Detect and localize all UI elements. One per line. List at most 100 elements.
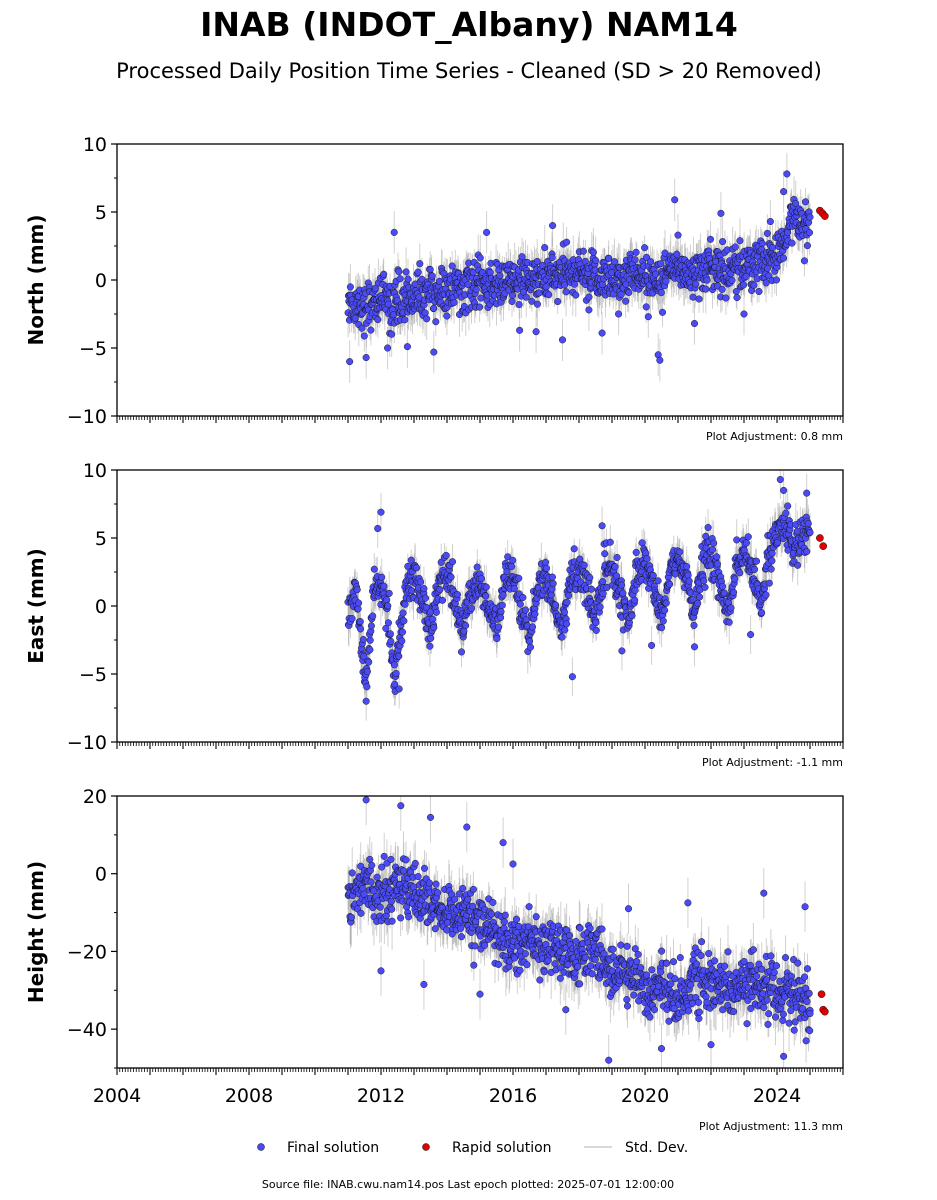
- final-solution-point: [589, 248, 597, 256]
- final-solution-point: [661, 606, 669, 614]
- final-solution-point: [805, 229, 814, 237]
- final-solution-point: [592, 626, 600, 634]
- final-solution-point: [592, 619, 600, 627]
- final-solution-point: [689, 595, 697, 603]
- final-solution-point: [708, 546, 717, 554]
- final-solution-point: [516, 600, 524, 608]
- final-solution-point: [360, 652, 368, 660]
- final-solution-point: [348, 615, 356, 623]
- final-solution-point: [806, 529, 814, 537]
- final-solution-point: [355, 599, 363, 607]
- final-solution-point: [657, 260, 665, 268]
- final-solution-point: [443, 312, 451, 320]
- final-solution-point: [548, 253, 556, 262]
- final-solution-point: [792, 199, 800, 207]
- final-solution-point: [599, 577, 607, 586]
- final-solution-point: [694, 599, 702, 607]
- final-solution-point: [701, 583, 709, 591]
- final-solution-point: [740, 310, 748, 318]
- final-solution-point: [788, 239, 796, 247]
- final-solution-point: [736, 569, 744, 577]
- final-solution-point: [413, 564, 421, 572]
- final-solution-point: [713, 553, 721, 561]
- final-solution-point: [430, 348, 438, 356]
- final-solution-point: [542, 564, 551, 572]
- final-solution-point: [782, 509, 790, 517]
- final-solution-point: [365, 658, 373, 666]
- final-solution-point: [710, 539, 718, 547]
- final-solution-point: [468, 604, 476, 612]
- final-solution-point: [447, 573, 455, 581]
- final-solution-point: [545, 291, 553, 299]
- final-solution-point: [803, 489, 811, 497]
- final-solution-point: [642, 303, 650, 311]
- final-solution-point: [353, 586, 361, 594]
- final-solution-point: [753, 275, 761, 283]
- final-solution-point: [700, 577, 708, 585]
- final-solution-point: [360, 332, 368, 340]
- final-solution-point: [725, 618, 733, 626]
- final-solution-point: [421, 309, 429, 317]
- y-tick-label: −10: [67, 406, 107, 428]
- final-solution-point: [377, 508, 385, 516]
- final-solution-point: [430, 304, 438, 312]
- final-solution-point: [598, 329, 606, 337]
- final-solution-point: [649, 571, 657, 580]
- final-solution-point: [659, 617, 667, 625]
- final-solution-point: [683, 563, 691, 571]
- final-solution-point: [747, 631, 755, 639]
- final-solution-point: [493, 635, 501, 643]
- final-solution-point: [658, 308, 667, 316]
- y-tick-label: 5: [95, 528, 107, 550]
- final-solution-point: [662, 277, 670, 285]
- final-solution-point: [632, 248, 640, 256]
- final-solution-point: [794, 561, 802, 569]
- final-solution-point: [632, 548, 640, 556]
- final-solution-point: [615, 310, 623, 318]
- final-solution-point: [558, 336, 567, 344]
- final-solution-point: [499, 591, 507, 599]
- final-solution-point: [673, 250, 681, 258]
- y-tick-label: 10: [83, 134, 107, 156]
- final-solution-point: [598, 522, 606, 530]
- final-solution-point: [728, 276, 736, 284]
- final-solution-point: [391, 680, 399, 688]
- final-solution-point: [719, 238, 727, 246]
- final-solution-point: [586, 574, 594, 582]
- final-solution-point: [404, 275, 412, 283]
- final-solution-point: [370, 565, 378, 573]
- final-solution-point: [783, 170, 791, 178]
- figure-subtitle: Processed Daily Position Time Series - C…: [116, 59, 822, 83]
- final-solution-point: [363, 667, 371, 676]
- final-solution-point: [762, 279, 770, 287]
- final-solution-point: [508, 297, 516, 305]
- final-solution-point: [696, 593, 704, 601]
- final-solution-point: [736, 237, 744, 245]
- final-solution-point: [772, 276, 781, 284]
- final-solution-point: [744, 533, 752, 541]
- final-solution-point: [384, 619, 392, 627]
- final-solution-point: [516, 326, 524, 334]
- final-solution-point: [477, 575, 486, 583]
- final-solution-point: [706, 235, 715, 243]
- y-tick-label: 10: [83, 460, 107, 482]
- final-solution-point: [448, 262, 456, 270]
- final-solution-point: [628, 612, 636, 620]
- final-solution-point: [718, 285, 726, 293]
- final-solution-point: [427, 634, 435, 642]
- final-solution-point: [421, 594, 430, 602]
- final-solution-point: [804, 520, 812, 528]
- final-solution-point: [641, 244, 649, 252]
- final-solution-point: [784, 228, 792, 237]
- final-solution-point: [758, 240, 766, 248]
- final-solution-point: [690, 643, 699, 651]
- final-solution-point: [438, 596, 447, 604]
- final-solution-point: [731, 243, 739, 251]
- final-solution-point: [547, 591, 555, 599]
- final-solution-point: [380, 582, 388, 590]
- final-solution-point: [356, 625, 365, 633]
- final-solution-point: [403, 343, 411, 351]
- final-solution-point: [542, 283, 550, 291]
- final-solution-point: [702, 285, 710, 293]
